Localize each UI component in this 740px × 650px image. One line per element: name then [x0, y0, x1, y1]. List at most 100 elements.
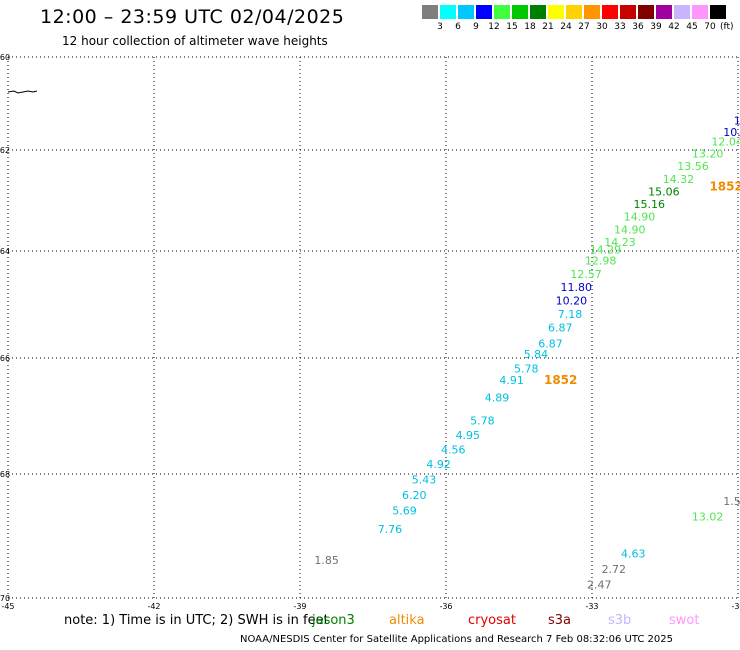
wave-height-value: 13.56 — [677, 160, 709, 173]
colorbar-swatch — [620, 5, 636, 19]
colorbar-label: 21 — [542, 22, 554, 32]
longitude-tick-label: -33 — [585, 602, 598, 610]
satellite-legend-item: cryosat — [468, 613, 516, 628]
wave-height-value: 5.78 — [470, 415, 495, 428]
latitude-tick-label: -64 — [0, 247, 10, 256]
wave-height-value: 2.72 — [602, 563, 627, 576]
colorbar-swatch — [512, 5, 528, 19]
wave-height-value: 7.76 — [378, 523, 403, 536]
wave-height-value: 13.02 — [692, 511, 724, 524]
credit-footer: NOAA/NESDIS Center for Satellite Applica… — [240, 634, 673, 645]
wave-height-value: 4.63 — [621, 548, 646, 561]
latitude-tick-label: -62 — [0, 146, 10, 155]
colorbar-swatch — [566, 5, 582, 19]
longitude-tick-label: -42 — [147, 602, 160, 610]
wave-height-value: 5.78 — [514, 363, 539, 376]
wave-height-value: 10.20 — [556, 295, 588, 308]
longitude-tick-label: -30 — [731, 602, 740, 610]
colorbar-swatch — [494, 5, 510, 19]
wave-height-value: 2.47 — [587, 579, 612, 592]
colorbar-label: 70 — [704, 22, 716, 32]
colorbar-label: 9 — [473, 22, 479, 32]
wave-height-value: 14.23 — [604, 236, 636, 249]
colorbar-label: 6 — [455, 22, 461, 32]
wave-height-value: 10.4 — [723, 126, 740, 139]
wave-height-value: 12.98 — [585, 254, 617, 267]
colorbar-swatch — [548, 5, 564, 19]
altimeter-map: -45-42-39-36-33-30-60-62-64-66-68-70 101… — [0, 53, 740, 610]
colorbar-label: 45 — [686, 22, 698, 32]
colorbar-swatch — [602, 5, 618, 19]
satellite-legend-item: s3a — [548, 613, 572, 628]
wave-height-value: 5.84 — [524, 348, 549, 361]
colorbar-label: 42 — [668, 22, 680, 32]
colorbar-label: 39 — [650, 22, 662, 32]
wave-height-value: 10 — [734, 114, 740, 127]
wave-height-value: 1.85 — [314, 554, 339, 567]
island-outline — [7, 90, 38, 94]
wave-height-value: 6.87 — [538, 337, 563, 350]
colorbar-swatch — [638, 5, 654, 19]
wave-height-value: 14.29 — [590, 244, 622, 257]
colorbar-swatch — [530, 5, 546, 19]
colorbar-swatch — [458, 5, 474, 19]
colorbar-label: 27 — [578, 22, 590, 32]
satellite-legend-item: swot — [669, 613, 700, 628]
latitude-tick-label: -66 — [0, 354, 10, 363]
wave-height-value: 6.20 — [402, 489, 427, 502]
graticule — [7, 56, 739, 600]
wave-height-value: 11.80 — [561, 281, 593, 294]
longitude-tick-label: -45 — [1, 602, 14, 610]
colorbar-label: 30 — [596, 22, 608, 32]
colorbar-swatch — [674, 5, 690, 19]
wave-height-value: 4.92 — [426, 458, 451, 471]
colorbar-swatch — [710, 5, 726, 19]
pass-time-label: 1852 — [709, 179, 740, 193]
coastline — [7, 90, 38, 94]
wave-height-value: 15.16 — [634, 198, 666, 211]
colorbar-swatch — [584, 5, 600, 19]
latitude-tick-label: -70 — [0, 594, 10, 603]
colorbar-label: 3 — [437, 22, 443, 32]
colorbar-unit: (ft) — [720, 22, 734, 32]
colorbar-label: 36 — [632, 22, 644, 32]
wave-height-value: 5.69 — [392, 504, 417, 517]
wave-height-observations: 1010.412.0413.2013.5614.3215.0615.1614.9… — [314, 114, 740, 592]
colorbar-swatch — [692, 5, 708, 19]
colorbar-label: 24 — [560, 22, 572, 32]
wave-height-value: 13.20 — [692, 148, 724, 161]
colorbar-swatch — [440, 5, 456, 19]
wave-height-value: 4.89 — [485, 392, 510, 405]
note-text: note: 1) Time is in UTC; 2) SWH is in fe… — [64, 613, 329, 628]
wave-height-value: 14.90 — [624, 211, 656, 224]
wave-height-value: 6.87 — [548, 321, 573, 334]
colorbar-swatch — [476, 5, 492, 19]
wave-height-value: 1.59 — [723, 495, 740, 508]
longitude-tick-label: -39 — [293, 602, 306, 610]
pass-time-label: 1852 — [544, 373, 577, 387]
wave-height-value: 12.57 — [570, 268, 602, 281]
satellite-legend-item: altika — [389, 613, 425, 628]
wave-height-value: 4.91 — [499, 374, 524, 387]
map-subtitle: 12 hour collection of altimeter wave hei… — [62, 34, 328, 48]
satellite-legend-item: jason3 — [312, 613, 355, 628]
colorbar-label: 12 — [488, 22, 500, 32]
wave-height-value: 14.90 — [614, 223, 646, 236]
wave-height-value: 12.04 — [711, 135, 740, 148]
colorbar-label: 18 — [524, 22, 536, 32]
wave-height-value: 7.18 — [558, 308, 583, 321]
colorbar-swatch — [422, 5, 438, 19]
wave-height-value: 14.32 — [663, 173, 695, 186]
wave-height-value: 4.56 — [441, 444, 466, 457]
axis-tick-labels: -45 -42 -39 -36 -33 -30 -60 -62 -64 -66 -68 -70 — [0, 53, 740, 610]
wave-height-value: 5.43 — [412, 473, 437, 486]
map-title: 12:00 – 23:59 UTC 02/04/2025 — [40, 6, 345, 28]
colorbar-swatch — [656, 5, 672, 19]
wave-height-value: 15.06 — [648, 185, 680, 198]
longitude-tick-label: -36 — [439, 602, 452, 610]
wave-height-value: 4.95 — [456, 429, 481, 442]
colorbar-label: 15 — [506, 22, 518, 32]
latitude-tick-label: -60 — [0, 53, 10, 62]
colorbar-label: 33 — [614, 22, 626, 32]
latitude-tick-label: -68 — [0, 470, 10, 479]
